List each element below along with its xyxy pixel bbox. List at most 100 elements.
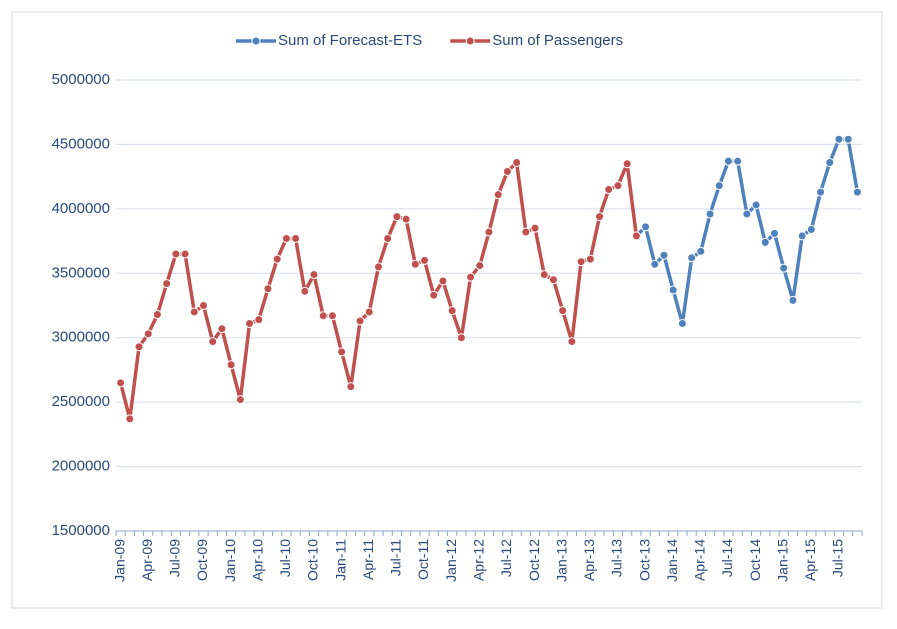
data-point: [429, 290, 439, 300]
data-point: [797, 231, 807, 241]
data-point: [291, 233, 301, 243]
data-point: [272, 254, 282, 264]
data-point: [383, 233, 393, 243]
x-tick-label: Oct-11: [415, 539, 431, 580]
data-point: [281, 233, 291, 243]
data-point: [770, 228, 780, 238]
data-point: [585, 254, 595, 264]
data-point: [723, 156, 733, 166]
data-point: [843, 134, 853, 144]
data-point: [613, 181, 623, 191]
data-point: [235, 395, 245, 405]
data-point: [134, 342, 144, 352]
x-tick-label: Jan-15: [774, 539, 790, 582]
data-point: [714, 181, 724, 191]
legend-label: Sum of Forecast-ETS: [278, 32, 422, 49]
data-point: [530, 223, 540, 233]
data-point: [622, 159, 632, 169]
data-point: [631, 231, 641, 241]
data-point: [254, 315, 264, 325]
data-point: [742, 209, 752, 219]
x-tick-label: Apr-09: [139, 539, 155, 581]
data-point: [760, 237, 770, 247]
data-point: [162, 279, 172, 289]
data-point: [548, 275, 558, 285]
legend-label: Sum of Passengers: [492, 32, 623, 49]
x-tick-label: Oct-13: [636, 539, 652, 581]
data-point: [650, 259, 660, 269]
data-point: [392, 212, 402, 222]
data-point: [466, 272, 476, 282]
data-point: [208, 337, 218, 347]
y-tick-label: 2500000: [52, 393, 110, 410]
y-tick-label: 3000000: [52, 329, 110, 346]
data-point: [263, 284, 273, 294]
data-point: [143, 329, 153, 339]
x-tick-label: Apr-13: [581, 539, 597, 581]
data-point: [816, 187, 826, 197]
data-point: [420, 255, 430, 265]
data-point: [438, 276, 448, 286]
x-tick-label: Apr-12: [470, 539, 486, 581]
data-point: [733, 156, 743, 166]
x-tick-label: Jul-10: [277, 539, 293, 577]
data-point: [502, 166, 512, 176]
data-point: [604, 185, 614, 195]
x-tick-label: Jan-10: [222, 539, 238, 582]
data-point: [677, 319, 687, 329]
y-tick-label: 3500000: [52, 264, 110, 281]
data-point: [788, 295, 798, 305]
data-point: [198, 301, 208, 310]
data-point: [475, 261, 485, 271]
data-point: [180, 249, 190, 259]
x-tick-label: Jan-13: [553, 539, 569, 582]
data-point: [116, 378, 126, 388]
x-tick-label: Oct-14: [747, 539, 763, 581]
chart-border: [11, 11, 883, 609]
data-point: [346, 382, 356, 392]
x-tick-label: Jan-12: [443, 539, 459, 582]
data-point: [456, 333, 466, 343]
data-point: [696, 246, 706, 256]
data-point: [779, 263, 789, 273]
x-tick-label: Apr-10: [249, 539, 265, 581]
data-point: [337, 347, 347, 357]
data-point: [171, 249, 181, 259]
x-tick-label: Oct-09: [194, 539, 210, 581]
x-tick-label: Jul-09: [167, 539, 183, 577]
data-point: [825, 157, 835, 167]
data-point: [125, 414, 135, 424]
data-point: [226, 360, 236, 370]
data-point: [484, 227, 494, 237]
data-point: [512, 157, 522, 167]
x-tick-label: Apr-14: [692, 539, 708, 581]
data-point: [539, 270, 549, 280]
data-point: [659, 250, 669, 260]
data-point: [852, 187, 862, 197]
data-point: [410, 259, 420, 269]
y-tick-label: 5000000: [52, 71, 110, 88]
x-tick-label: Jul-12: [498, 539, 514, 577]
y-tick-label: 1500000: [52, 522, 110, 539]
legend-marker: [251, 36, 261, 46]
data-point: [595, 212, 605, 222]
data-point: [300, 286, 310, 296]
x-tick-label: Jul-14: [719, 539, 735, 577]
data-point: [401, 214, 411, 224]
x-tick-label: Oct-12: [526, 539, 542, 581]
data-point: [751, 200, 761, 210]
data-point: [558, 306, 568, 316]
data-point: [355, 316, 365, 326]
data-point: [641, 222, 651, 232]
data-point: [668, 285, 678, 295]
data-point: [152, 310, 162, 320]
data-point: [217, 324, 227, 334]
data-point: [806, 224, 816, 234]
x-tick-label: Jan-11: [332, 539, 348, 581]
data-point: [373, 262, 383, 272]
x-tick-label: Oct-10: [305, 539, 321, 581]
data-point: [521, 227, 531, 237]
y-tick-label: 2000000: [52, 458, 110, 475]
